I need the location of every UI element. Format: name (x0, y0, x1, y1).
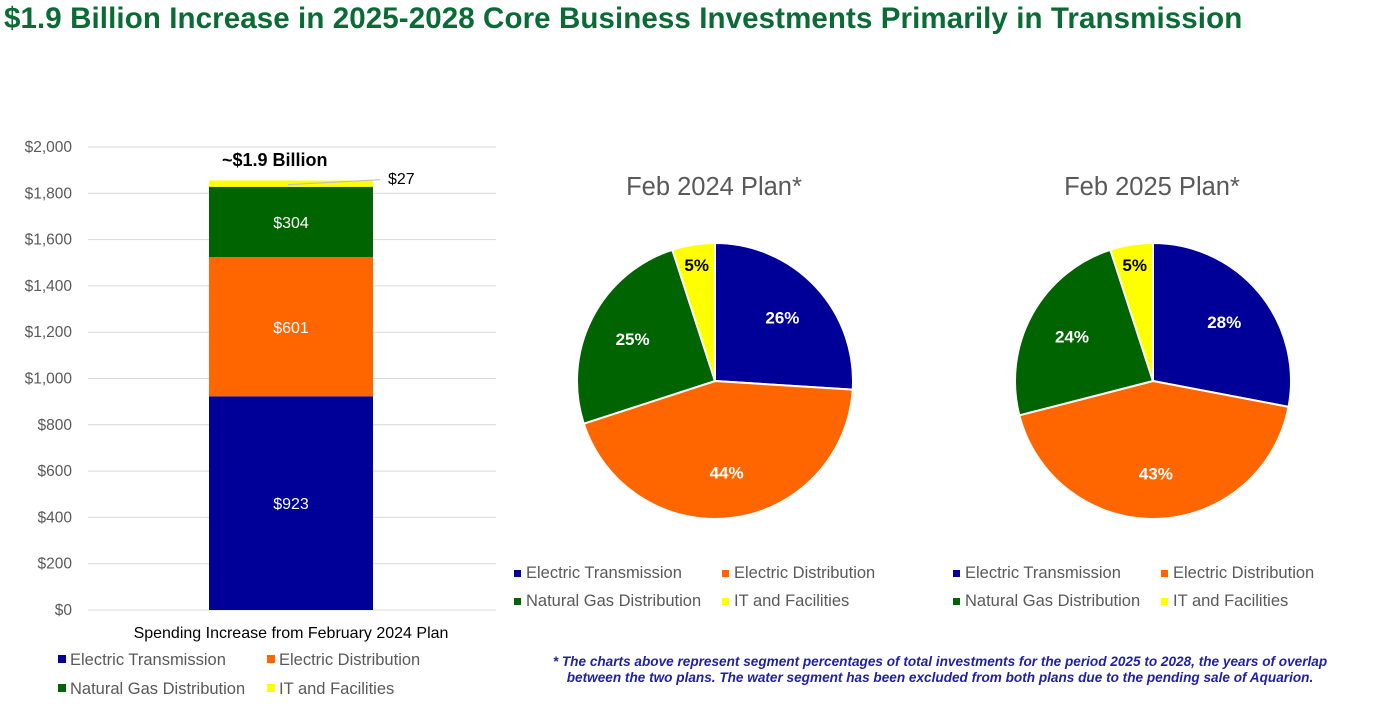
legend-swatch-electric-transmission (58, 655, 66, 663)
page-title: $1.9 Billion Increase in 2025-2028 Core … (4, 2, 1243, 35)
pie-slice-electric-transmission (1152, 241, 1292, 409)
data-label-leader-line (287, 179, 381, 186)
bar-segment-electric-transmission (209, 396, 373, 610)
pie-data-label: 24% (1055, 327, 1089, 346)
legend-swatch-electric-distribution (722, 570, 729, 577)
pie-slice-natural-gas-distribution (576, 248, 717, 425)
bar-segment-it-and-facilities (209, 180, 373, 187)
footnote: * The charts above represent segment per… (552, 654, 1328, 685)
bar-data-label: $923 (273, 496, 309, 513)
legend-swatch-electric-distribution (1161, 570, 1168, 577)
bar-data-label: $27 (388, 171, 415, 188)
y-tick-label: $600 (38, 463, 73, 480)
pie-slice-natural-gas-distribution (1014, 248, 1155, 417)
legend-label: Natural Gas Distribution (70, 680, 245, 698)
bar-total-label: ~$1.9 Billion (222, 150, 328, 170)
legend-label: Electric Transmission (965, 564, 1121, 582)
legend-label: IT and Facilities (734, 592, 849, 610)
y-tick-label: $1,000 (25, 371, 73, 388)
bar-data-label: $601 (273, 320, 309, 337)
pie-chart-feb-2024: Feb 2024 Plan* 26% 44% 25% 5% Electric Transm… (514, 173, 875, 610)
pie-chart-feb-2025: Feb 2025 Plan* 28% 43% 24% 5% Electric Transm… (953, 173, 1314, 610)
legend-swatch-it-and-facilities (267, 684, 275, 692)
legend-swatch-natural-gas-distribution (514, 598, 521, 605)
pie-data-label: 44% (710, 464, 744, 483)
legend-swatch-electric-distribution (267, 655, 275, 663)
legend-swatch-natural-gas-distribution (58, 684, 66, 692)
x-axis-category-label: Spending Increase from February 2024 Pla… (134, 625, 449, 642)
pie-slice-electric-transmission (714, 241, 854, 391)
legend-label: Electric Transmission (526, 564, 682, 582)
pie-data-label: 26% (765, 309, 799, 328)
pie-data-label: 5% (1122, 256, 1147, 275)
bar-segment-natural-gas-distribution (209, 186, 373, 258)
legend-swatch-natural-gas-distribution (953, 598, 960, 605)
y-tick-label: $2,000 (25, 139, 73, 156)
pie-slice-it-and-facilities (1109, 241, 1154, 382)
legend-swatch-electric-transmission (953, 570, 960, 577)
pie-data-label: 25% (616, 330, 650, 349)
bar-segment-electric-distribution (209, 257, 373, 397)
legend-label: Electric Transmission (70, 651, 226, 669)
legend-label: Electric Distribution (279, 651, 420, 669)
legend-swatch-it-and-facilities (1161, 598, 1168, 605)
pie-slice-it-and-facilities (671, 241, 716, 382)
y-tick-label: $1,400 (25, 278, 73, 295)
pie-data-label: 5% (684, 256, 709, 275)
y-tick-label: $1,600 (25, 232, 73, 249)
legend-swatch-electric-transmission (514, 570, 521, 577)
legend-swatch-it-and-facilities (722, 598, 729, 605)
y-tick-label: $0 (55, 602, 73, 619)
stacked-bar-chart: $0 $200 $400 $600 $800 $1,000 $1,200 $1,400 $1,6… (25, 139, 496, 698)
y-tick-label: $800 (38, 417, 73, 434)
legend-label: IT and Facilities (1173, 592, 1288, 610)
pie-title: Feb 2024 Plan* (626, 173, 802, 201)
y-tick-label: $400 (38, 509, 73, 526)
pie-data-label: 43% (1139, 464, 1173, 483)
y-tick-label: $200 (38, 556, 73, 573)
legend-label: Electric Distribution (1173, 564, 1314, 582)
y-tick-label: $1,200 (25, 324, 73, 341)
pie-slice-electric-distribution (1018, 379, 1290, 520)
legend-label: Natural Gas Distribution (526, 592, 701, 610)
pie-slice-electric-distribution (582, 379, 854, 520)
legend-label: Electric Distribution (734, 564, 875, 582)
bar-data-label: $304 (273, 215, 309, 232)
pie-data-label: 28% (1207, 313, 1241, 332)
y-tick-label: $1,800 (25, 185, 73, 202)
pie-title: Feb 2025 Plan* (1064, 173, 1240, 201)
legend-label: Natural Gas Distribution (965, 592, 1140, 610)
legend-label: IT and Facilities (279, 680, 394, 698)
